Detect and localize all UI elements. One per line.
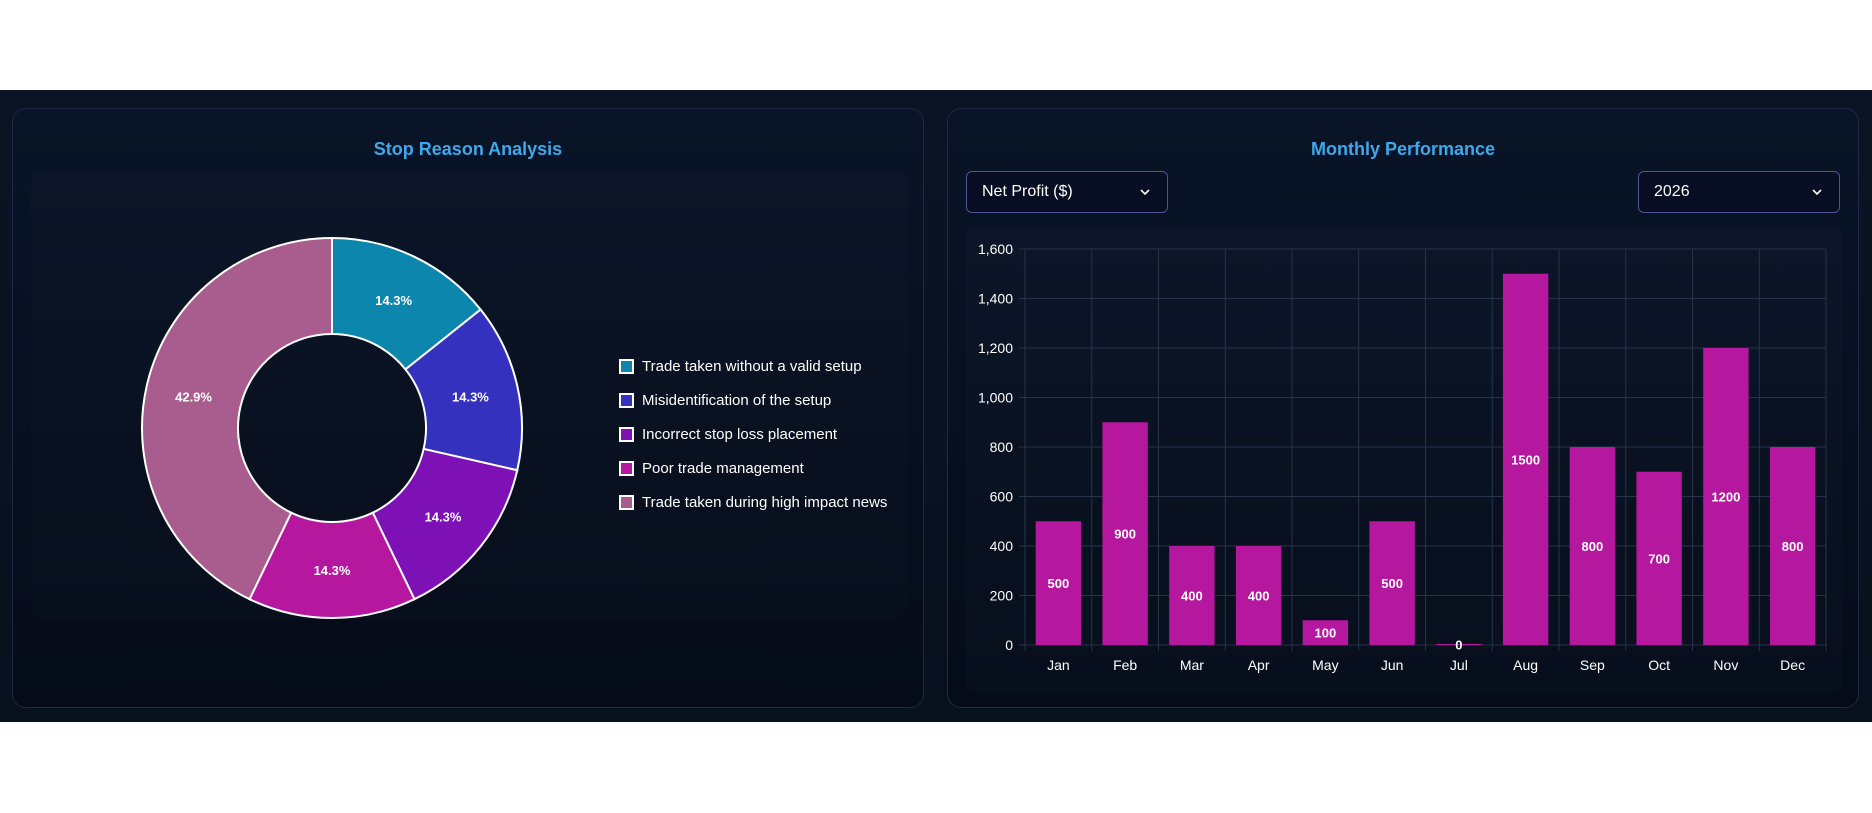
legend-item[interactable]: Misidentification of the setup <box>619 383 887 417</box>
y-tick-label: 600 <box>990 489 1014 505</box>
bar[interactable] <box>1769 447 1816 645</box>
slice-percent-label: 14.3% <box>425 510 462 525</box>
legend-label: Misidentification of the setup <box>642 391 832 409</box>
y-tick-label: 1,200 <box>978 340 1013 356</box>
bar[interactable] <box>1102 422 1148 645</box>
bar-value-label: 400 <box>1181 589 1203 604</box>
legend-swatch <box>619 460 634 476</box>
metric-select-value: Net Profit ($) <box>982 183 1073 200</box>
legend-item[interactable]: Poor trade management <box>619 451 887 485</box>
bar[interactable] <box>1636 471 1682 645</box>
y-tick-label: 0 <box>1005 637 1013 653</box>
x-tick-label: Jul <box>1450 657 1468 673</box>
bar[interactable] <box>1169 546 1215 645</box>
chevron-down-icon <box>1812 189 1822 196</box>
bar[interactable] <box>1235 546 1282 645</box>
bar-value-label: 0 <box>1455 638 1462 653</box>
x-tick-label: Apr <box>1248 657 1270 673</box>
y-tick-label: 1,400 <box>978 291 1013 307</box>
bar-chart-area: 0 200 400 600 800 1,000 1,200 1,400 1,600 500 Jan 9… <box>966 227 1842 693</box>
x-tick-label: Nov <box>1713 657 1738 673</box>
bar-value-label: 100 <box>1315 626 1337 641</box>
x-tick-label: Mar <box>1180 657 1204 673</box>
bar-value-label: 900 <box>1114 527 1136 542</box>
y-tick-label: 200 <box>990 588 1014 604</box>
monthly-performance-card: Monthly Performance Net Profit ($) 2026 … <box>947 108 1859 708</box>
legend-swatch <box>619 392 634 408</box>
bar-value-label: 500 <box>1048 576 1070 591</box>
bar-value-label: 700 <box>1648 551 1670 566</box>
bar-chart: 0 200 400 600 800 1,000 1,200 1,400 1,600 500 Jan 9… <box>978 241 1827 673</box>
x-tick-label: Jan <box>1047 657 1070 673</box>
y-tick-label: 800 <box>990 439 1014 455</box>
doughnut-legend: Trade taken without a valid setup Misiden… <box>619 349 887 519</box>
slice-percent-label: 14.3% <box>452 389 489 404</box>
legend-label: Incorrect stop loss placement <box>642 425 838 443</box>
x-tick-label: Jun <box>1381 657 1404 673</box>
legend-item[interactable]: Trade taken during high impact news <box>619 485 887 519</box>
slice-percent-label: 42.9% <box>175 389 212 404</box>
chevron-down-icon <box>1140 189 1150 196</box>
doughnut-chart: 14.3% 14.3% 14.3% 14.3% 42.9% <box>141 236 523 619</box>
bar-value-label: 1200 <box>1711 490 1740 505</box>
bar[interactable] <box>1302 620 1349 645</box>
bar-value-label: 500 <box>1381 576 1403 591</box>
bar[interactable] <box>1035 521 1082 645</box>
legend-swatch <box>619 494 634 510</box>
y-tick-label: 1,000 <box>978 390 1013 406</box>
year-select-value: 2026 <box>1654 183 1690 200</box>
year-select[interactable]: 2026 <box>1638 171 1840 213</box>
bar-value-label: 1500 <box>1511 452 1540 467</box>
stop-reason-card: Stop Reason Analysis 14.3% 14.3% 14.3% 14.3… <box>12 108 924 708</box>
legend-item[interactable]: Trade taken without a valid setup <box>619 349 887 383</box>
x-tick-label: Oct <box>1648 657 1670 673</box>
doughnut-slice[interactable] <box>141 236 333 601</box>
bar[interactable] <box>1436 644 1482 645</box>
bar-value-label: 800 <box>1582 539 1604 554</box>
x-tick-label: Feb <box>1113 657 1137 673</box>
slice-percent-label: 14.3% <box>314 563 351 578</box>
stop-reason-title: Stop Reason Analysis <box>373 139 563 159</box>
slice-percent-label: 14.3% <box>375 293 412 308</box>
legend-label: Poor trade management <box>642 459 804 477</box>
bar[interactable] <box>1703 348 1749 645</box>
legend-swatch <box>619 358 634 374</box>
bar-value-label: 800 <box>1782 539 1804 554</box>
x-tick-label: Sep <box>1580 657 1605 673</box>
x-tick-label: May <box>1312 657 1338 673</box>
x-tick-label: Aug <box>1513 657 1538 673</box>
doughnut-chart-area: 14.3% 14.3% 14.3% 14.3% 42.9% <box>31 171 907 619</box>
x-tick-label: Dec <box>1780 657 1805 673</box>
y-tick-label: 400 <box>990 538 1014 554</box>
monthly-performance-title: Monthly Performance <box>1310 139 1496 159</box>
bar[interactable] <box>1369 521 1415 645</box>
legend-item[interactable]: Incorrect stop loss placement <box>619 417 887 451</box>
bar[interactable] <box>1502 273 1549 645</box>
legend-label: Trade taken during high impact news <box>642 493 888 511</box>
y-tick-label: 1,600 <box>978 241 1013 257</box>
legend-label: Trade taken without a valid setup <box>642 357 862 375</box>
legend-swatch <box>619 426 634 442</box>
bar[interactable] <box>1569 447 1616 645</box>
metric-select[interactable]: Net Profit ($) <box>966 171 1168 213</box>
bar-value-label: 400 <box>1248 589 1270 604</box>
